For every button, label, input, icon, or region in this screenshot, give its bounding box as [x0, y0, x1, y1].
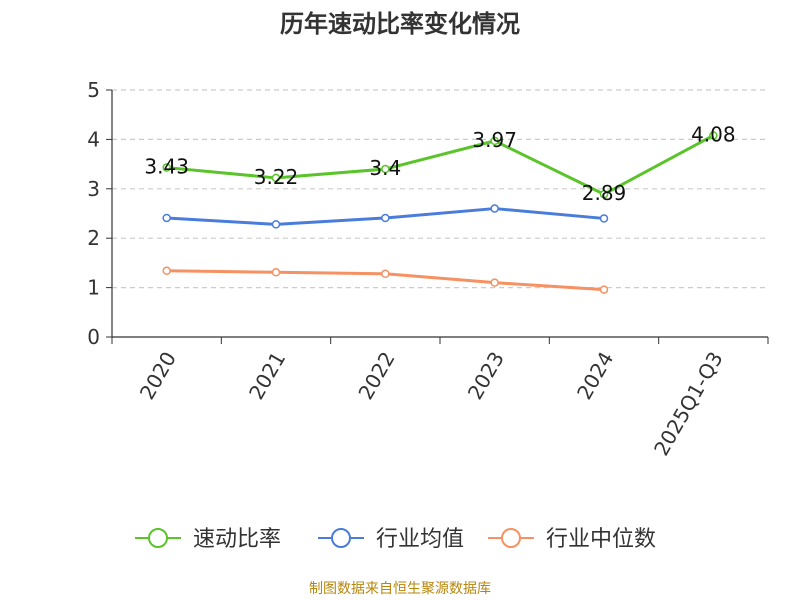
data-point — [271, 220, 281, 229]
data-label: 2.89 — [582, 181, 627, 205]
data-label: 3.97 — [472, 128, 517, 152]
data-labels: 3.43 3.22 3.4 3.97 2.89 4.08 — [144, 122, 735, 205]
data-point — [599, 285, 609, 294]
x-tick-label: 2021 — [244, 348, 290, 404]
legend-label: 行业中位数 — [546, 527, 656, 552]
x-tick-label: 2025Q1-Q3 — [649, 348, 728, 460]
x-tick-label: 2024 — [572, 348, 618, 404]
data-point — [162, 163, 171, 172]
data-label: 3.22 — [254, 165, 299, 189]
data-label: 4.08 — [691, 122, 736, 146]
legend-label: 速动比率 — [193, 527, 281, 552]
y-tick-label: 5 — [87, 78, 100, 102]
y-tick-label: 1 — [87, 276, 100, 300]
series-line — [166, 134, 715, 196]
legend-marker — [148, 528, 168, 548]
legend: 速动比率 行业均值 行业中位数 — [135, 527, 656, 552]
legend-label: 行业均值 — [376, 527, 464, 552]
data-point — [162, 213, 171, 223]
data-point — [381, 213, 390, 223]
data-point — [381, 269, 390, 279]
data-point — [162, 266, 171, 276]
data-point — [709, 131, 718, 140]
legend-marker — [331, 528, 351, 548]
y-tick-label: 3 — [87, 177, 100, 201]
y-tick-label: 2 — [87, 226, 100, 250]
data-point — [490, 136, 499, 146]
data-point — [599, 189, 609, 199]
x-tick-label: 2020 — [135, 348, 181, 404]
data-label: 3.4 — [369, 156, 401, 180]
data-point — [490, 278, 499, 287]
chart-title: 历年速动比率变化情况 — [280, 10, 520, 38]
source-footer: 制图数据来自恒生聚源数据库 — [309, 581, 491, 597]
series-lines — [162, 131, 718, 294]
data-point — [490, 204, 499, 213]
axes: 0 1 2 3 4 5 2020 2021 2022 2023 2024 2025Q1-Q3 — [87, 78, 769, 460]
data-point — [271, 173, 281, 183]
data-point — [599, 214, 609, 223]
x-tick-label: 2022 — [353, 348, 399, 404]
y-tick-label: 4 — [87, 127, 100, 151]
data-label: 3.43 — [144, 155, 189, 179]
data-point — [271, 268, 281, 277]
grid-lines — [112, 89, 768, 289]
data-point — [381, 164, 390, 174]
x-tick-label: 2023 — [463, 347, 509, 403]
legend-marker — [501, 528, 521, 548]
y-tick-label: 0 — [87, 325, 100, 349]
